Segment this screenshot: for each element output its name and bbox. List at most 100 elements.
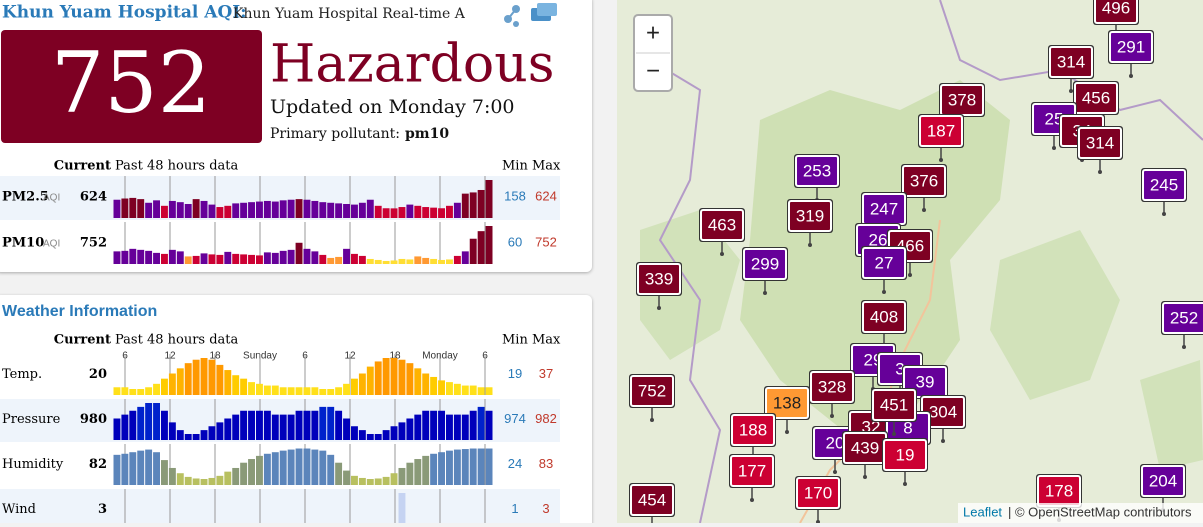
- history-bar: [382, 260, 390, 264]
- marker-label: 138: [773, 393, 801, 412]
- marker-label: 170: [804, 483, 832, 502]
- marker-pin: [922, 208, 926, 212]
- station-marker[interactable]: 170: [795, 476, 841, 523]
- station-marker[interactable]: 314: [1077, 126, 1123, 174]
- station-marker[interactable]: 456: [1073, 81, 1119, 129]
- history-bar: [374, 361, 382, 395]
- station-marker[interactable]: 177: [729, 454, 775, 502]
- station-marker[interactable]: 314: [1048, 45, 1094, 93]
- history-bar: [295, 387, 303, 395]
- history-bar: [216, 422, 224, 440]
- station-marker[interactable]: 378: [939, 83, 985, 131]
- history-bar: [398, 422, 406, 440]
- history-bar: [287, 199, 295, 218]
- zoom-in[interactable]: +: [646, 19, 660, 46]
- station-marker[interactable]: 439: [842, 431, 888, 479]
- history-bar: [414, 256, 422, 264]
- marker-pin: [1129, 74, 1133, 78]
- marker-label: 188: [739, 420, 767, 439]
- history-bar: [200, 358, 208, 395]
- history-bar: [153, 452, 160, 485]
- station-marker[interactable]: 138: [764, 386, 810, 434]
- history-bar: [358, 477, 366, 485]
- row-min: 24: [508, 456, 522, 471]
- history-bar: [398, 359, 406, 395]
- header-past: Past 48 hours data: [115, 333, 239, 348]
- history-bar: [485, 387, 493, 395]
- marker-label: 451: [880, 395, 908, 414]
- zoom-out[interactable]: −: [646, 57, 660, 84]
- station-marker[interactable]: 187: [918, 114, 964, 162]
- history-bar: [374, 434, 382, 440]
- history-bar: [263, 385, 271, 395]
- history-bar: [176, 251, 184, 264]
- share-icon[interactable]: [504, 5, 520, 27]
- history-bar: [295, 199, 303, 218]
- row-current: 20: [89, 367, 107, 382]
- station-marker[interactable]: 451: [871, 388, 917, 436]
- station-marker[interactable]: 178: [1036, 474, 1082, 522]
- station-marker[interactable]: 204: [1140, 464, 1186, 512]
- history-bar: [438, 380, 445, 395]
- marker-label: 26: [869, 230, 888, 249]
- history-bar: [216, 254, 224, 264]
- marker-box: [902, 165, 946, 197]
- station-marker[interactable]: 291: [1108, 30, 1154, 78]
- station-title[interactable]: Khun Yuam Hospital AQI:: [2, 3, 247, 23]
- history-bar: [430, 207, 438, 218]
- station-marker[interactable]: 247: [861, 192, 907, 240]
- windows-icon[interactable]: [531, 3, 557, 21]
- marker-label: 328: [818, 377, 846, 396]
- attribution-link[interactable]: Leaflet: [963, 504, 1002, 519]
- history-bar: [224, 370, 232, 395]
- marker-label: 463: [708, 215, 736, 234]
- history-bar: [311, 387, 319, 395]
- station-marker[interactable]: 253: [794, 154, 840, 202]
- row-max: 3: [542, 501, 549, 516]
- history-bar: [216, 207, 224, 218]
- station-marker[interactable]: 27: [861, 246, 907, 294]
- row-name: Pressure: [2, 412, 61, 427]
- station-marker[interactable]: 454: [629, 483, 675, 523]
- history-bar: [382, 476, 390, 485]
- station-marker[interactable]: 188: [730, 413, 776, 461]
- history-bar: [477, 189, 485, 218]
- history-bar: [184, 434, 192, 440]
- history-bar: [271, 452, 279, 485]
- history-bar: [351, 204, 358, 218]
- history-bar: [129, 248, 137, 264]
- history-bar: [208, 359, 216, 395]
- marker-label: 19: [896, 445, 915, 464]
- history-bar: [145, 403, 153, 440]
- history-bar: [469, 385, 477, 395]
- station-marker[interactable]: 339: [636, 262, 682, 310]
- attribution-bg: [958, 503, 1203, 523]
- station-marker[interactable]: 252: [1161, 301, 1203, 349]
- station-marker[interactable]: 328: [809, 370, 855, 418]
- station-marker[interactable]: 299: [742, 247, 788, 295]
- marker-pin: [882, 290, 886, 294]
- station-marker[interactable]: 245: [1141, 168, 1187, 216]
- station-marker[interactable]: 752: [629, 374, 675, 422]
- history-bar: [430, 410, 438, 440]
- history-bar: [335, 256, 343, 264]
- history-bar: [153, 383, 160, 395]
- marker-pin: [1098, 170, 1102, 174]
- station-marker[interactable]: 19: [882, 438, 928, 486]
- header-current: Current: [54, 159, 111, 174]
- station-marker[interactable]: 376: [901, 164, 947, 212]
- row-unit: AQI: [43, 193, 60, 204]
- history-bar: [390, 358, 398, 395]
- history-bar: [430, 258, 438, 264]
- marker-label: 408: [870, 307, 898, 326]
- station-marker[interactable]: 463: [699, 208, 745, 256]
- station-marker[interactable]: 496: [1093, 0, 1139, 39]
- history-bar: [168, 200, 176, 218]
- history-bar: [240, 462, 248, 485]
- history-bar: [200, 430, 208, 440]
- history-bar: [208, 254, 216, 264]
- history-bar: [137, 249, 145, 264]
- station-marker[interactable]: 319: [787, 199, 833, 247]
- marker-label: 252: [1170, 308, 1198, 327]
- history-bar: [461, 385, 469, 395]
